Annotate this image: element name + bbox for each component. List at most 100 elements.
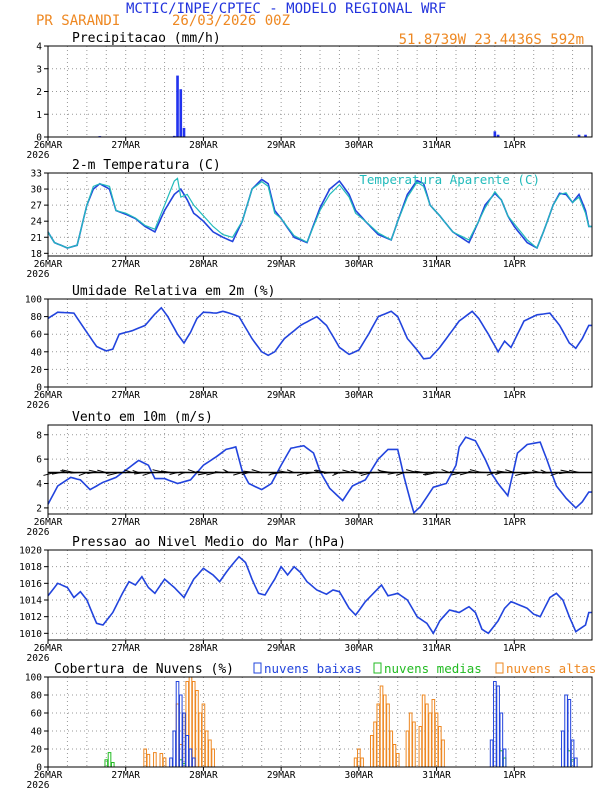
x-tick-label: 1APR (503, 643, 526, 654)
x-tick-label: 31MAR (422, 517, 451, 528)
x-tick-label: 31MAR (422, 643, 451, 654)
bar-nuvens-altas (373, 721, 377, 768)
x-year-label: 2026 (27, 269, 50, 280)
y-tick-label: 1018 (19, 562, 42, 573)
bar-nuvens-altas (208, 739, 212, 768)
y-tick-label: 0 (36, 383, 42, 394)
cloud-cover-panel: 0 20 40 60 80 100 26MAR 27MAR 28MAR 29MAR 30MAR 31M… (25, 661, 596, 791)
bar-nuvens-baixas (564, 694, 568, 768)
y-tick-label: 21 (31, 233, 43, 244)
x-tick-label: 1APR (503, 140, 526, 151)
x-tick-label: 26MAR (34, 643, 63, 654)
series-line-temperatura-aparente-c- (47, 177, 592, 249)
x-tick-label: 28MAR (189, 390, 218, 401)
bar-nuvens-altas (353, 757, 358, 768)
y-tick-label: 33 (31, 169, 42, 180)
x-tick-label: 26MAR (34, 390, 63, 401)
x-tick-label: 30MAR (345, 517, 374, 528)
bar-nuvens-baixas (188, 748, 193, 768)
bar-nuvens-altas (405, 730, 410, 768)
bar-nuvens-baixas (191, 757, 196, 768)
bar-nuvens-altas (408, 712, 413, 768)
legend-swatch (253, 662, 262, 674)
y-tick-label: 60 (31, 330, 43, 341)
bar-nuvens-baixas (172, 730, 177, 768)
x-tick-label: 31MAR (422, 140, 451, 151)
header-title: MCTIC/INPE/CPTEC - MODELO REGIONAL WRF (126, 1, 446, 17)
bar-nuvens-altas (441, 739, 445, 768)
x-tick-label: 28MAR (189, 140, 218, 151)
panel-title: Pressao ao Nivel Medio do Mar (hPa) (72, 535, 346, 550)
x-tick-label: 26MAR (34, 140, 63, 151)
x-tick-label: 30MAR (345, 390, 374, 401)
x-tick-label: 1APR (503, 517, 526, 528)
panel-title: 2-m Temperatura (C) (72, 158, 221, 173)
y-tick-label: 1014 (19, 596, 42, 607)
bar-precipitation (577, 134, 581, 137)
precipitation-panel: 0 1 2 3 4 26MAR 27MAR 28MAR 29MAR 30MAR 31MAR 1APR 2… (27, 31, 593, 161)
x-tick-label: 29MAR (267, 390, 296, 401)
x-year-label: 2026 (27, 780, 50, 791)
x-tick-label: 28MAR (189, 259, 218, 270)
y-tick-label: 2 (36, 503, 42, 514)
x-year-label: 2026 (27, 400, 50, 411)
x-tick-label: 27MAR (111, 517, 140, 528)
panel-title: Vento em 10m (m/s) (72, 410, 213, 425)
bar-nuvens-altas (198, 712, 203, 768)
x-tick-label: 1APR (503, 770, 526, 781)
bar-precipitation (176, 75, 179, 137)
temperature-panel: 18 21 24 27 30 33 26MAR 27MAR 28MAR 29MAR 30MAR 31M… (27, 158, 593, 280)
y-tick-label: 100 (25, 673, 42, 684)
x-tick-label: 27MAR (111, 259, 140, 270)
y-tick-label: 4 (36, 479, 42, 490)
bar-nuvens-altas (360, 757, 364, 768)
panel-title: Cobertura de Nuvens (%) (54, 662, 234, 677)
bar-precipitation (172, 135, 176, 137)
x-tick-label: 29MAR (267, 259, 296, 270)
y-tick-label: 3 (36, 64, 42, 75)
y-tick-label: 20 (31, 365, 43, 376)
x-tick-label: 30MAR (345, 259, 374, 270)
bar-nuvens-altas (392, 744, 397, 768)
bar-nuvens-baixas (573, 757, 578, 768)
y-tick-label: 1010 (19, 629, 42, 640)
x-tick-label: 27MAR (111, 643, 140, 654)
y-tick-label: 20 (31, 745, 43, 756)
y-tick-label: 40 (31, 347, 43, 358)
bar-nuvens-baixas (175, 681, 180, 768)
bar-precipitation (496, 134, 500, 137)
bar-nuvens-baixas (567, 699, 572, 768)
y-tick-label: 0 (36, 763, 42, 774)
y-tick-label: 100 (25, 295, 42, 306)
station-location: 51.8739W 23.4436S 592m (399, 32, 584, 48)
x-tick-label: 31MAR (422, 770, 451, 781)
x-year-label: 2026 (27, 653, 50, 664)
bar-nuvens-altas (153, 752, 157, 768)
bar-precipitation (584, 134, 587, 137)
x-tick-label: 27MAR (111, 770, 140, 781)
x-tick-label: 30MAR (345, 140, 374, 151)
bar-nuvens-baixas (561, 730, 565, 768)
bar-nuvens-altas (437, 726, 442, 768)
bar-nuvens-baixas (169, 757, 173, 768)
legend-label: nuvens medias (384, 661, 482, 676)
bar-nuvens-altas (412, 721, 416, 768)
y-tick-label: 8 (36, 430, 42, 441)
pressure-panel: 1010 1012 1014 1016 1018 1020 26MAR 27MAR 28MAR 2… (19, 535, 593, 664)
legend-label: Temperatura Aparente (C) (359, 172, 540, 187)
legend-label: nuvens altas (506, 661, 596, 676)
bar-nuvens-altas (379, 685, 384, 768)
panel-title: Umidade Relativa em 2m (%) (72, 284, 276, 299)
y-tick-label: 80 (31, 691, 43, 702)
x-tick-label: 1APR (503, 259, 526, 270)
x-tick-label: 1APR (503, 390, 526, 401)
series-line-umidade-relativa-em-2m- (47, 306, 592, 360)
bar-nuvens-altas (421, 694, 426, 768)
y-tick-label: 24 (31, 217, 43, 228)
y-tick-label: 1020 (19, 546, 42, 557)
bar-nuvens-medias (110, 762, 115, 768)
y-tick-label: 30 (31, 185, 43, 196)
bar-nuvens-altas (431, 699, 436, 768)
bar-nuvens-altas (395, 753, 400, 768)
